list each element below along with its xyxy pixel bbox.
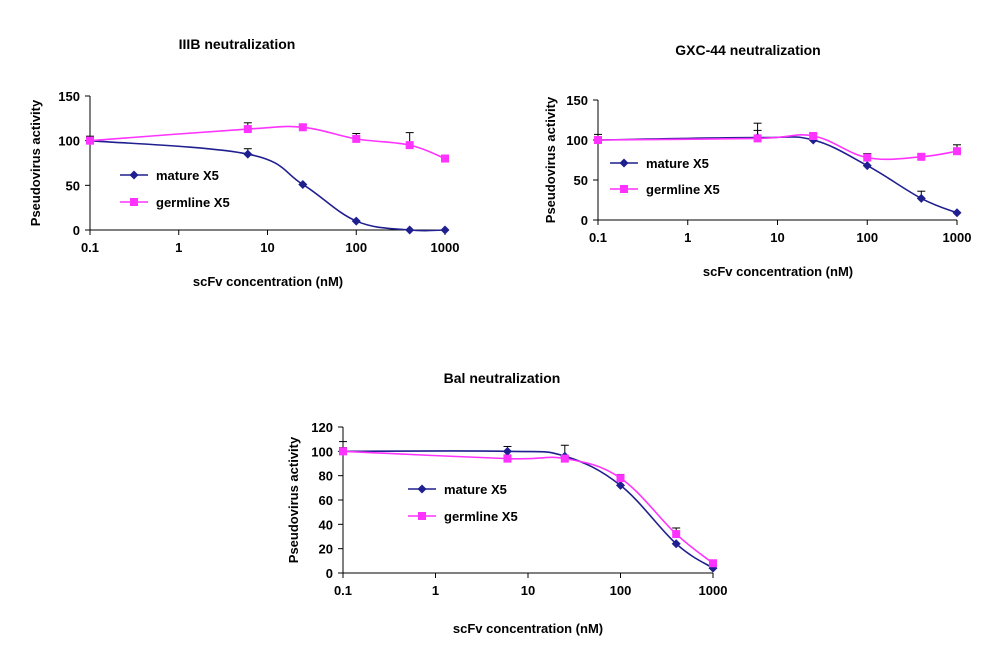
plot-area: 0 20 40 60 80 100 120 0.1 1 10 100 1000 mature X5 ger… bbox=[311, 420, 727, 598]
x-tick-label: 0.1 bbox=[589, 230, 607, 245]
data-point-mature bbox=[502, 446, 512, 456]
data-point-mature bbox=[616, 480, 625, 490]
chart-bal: Bal neutralization Pseudovirus activity … bbox=[286, 370, 727, 636]
x-tick-label: 100 bbox=[856, 230, 878, 245]
data-point-mature bbox=[952, 208, 962, 218]
data-point-germline bbox=[709, 559, 717, 568]
data-point-germline bbox=[441, 154, 449, 163]
legend-label: germline X5 bbox=[444, 509, 518, 524]
y-tick-label: 50 bbox=[66, 178, 80, 193]
data-point-germline bbox=[953, 147, 961, 156]
legend-label: germline X5 bbox=[156, 195, 230, 210]
x-tick-label: 10 bbox=[770, 230, 784, 245]
data-point-germline bbox=[753, 134, 762, 143]
series-line-germline bbox=[89, 125, 446, 160]
y-tick-label: 0 bbox=[73, 223, 80, 238]
data-point-germline bbox=[672, 530, 681, 539]
x-axis-label: scFv concentration (nM) bbox=[193, 274, 343, 289]
chart-title: Bal neutralization bbox=[444, 370, 561, 386]
x-tick-label: 1000 bbox=[943, 230, 972, 245]
y-tick-label: 60 bbox=[319, 493, 333, 508]
legend-marker bbox=[620, 185, 628, 193]
y-tick-label: 100 bbox=[311, 444, 333, 459]
y-axis-label: Pseudovirus activity bbox=[28, 99, 43, 226]
y-tick-label: 0 bbox=[326, 566, 333, 581]
y-tick-label: 100 bbox=[566, 133, 588, 148]
legend-label: germline X5 bbox=[646, 182, 720, 197]
legend-marker bbox=[417, 484, 427, 494]
data-point-germline bbox=[339, 447, 347, 456]
legend-marker bbox=[619, 158, 629, 168]
plot-area: 0 50 100 150 0.1 1 10 100 1000 mature X5 germline … bbox=[566, 93, 971, 245]
chart-iiib: IIIB neutralization Pseudovirus activity… bbox=[28, 36, 459, 289]
legend-label: mature X5 bbox=[646, 156, 709, 171]
data-point-germline bbox=[616, 474, 625, 483]
data-point-germline bbox=[863, 153, 872, 162]
legend-label: mature X5 bbox=[444, 482, 507, 497]
legend-marker bbox=[129, 170, 139, 180]
x-tick-label: 100 bbox=[345, 240, 367, 255]
series-line-germline bbox=[342, 450, 714, 564]
data-point-mature bbox=[671, 539, 681, 549]
x-tick-label: 0.1 bbox=[81, 240, 99, 255]
legend-marker bbox=[418, 512, 426, 520]
x-axis-label: scFv concentration (nM) bbox=[703, 264, 853, 279]
series-line-mature bbox=[89, 139, 446, 232]
legend-label: mature X5 bbox=[156, 168, 219, 183]
data-point-mature bbox=[298, 179, 308, 189]
y-axis-label: Pseudovirus activity bbox=[543, 96, 558, 223]
y-tick-label: 20 bbox=[319, 542, 333, 557]
series-line-mature bbox=[597, 136, 958, 214]
chart-title: GXC-44 neutralization bbox=[675, 42, 820, 58]
y-tick-label: 0 bbox=[581, 213, 588, 228]
data-point-mature bbox=[243, 149, 253, 159]
x-tick-label: 1 bbox=[175, 240, 182, 255]
data-point-germline bbox=[405, 141, 414, 150]
series-line-mature bbox=[342, 450, 714, 569]
chart-gxc44: GXC-44 neutralization Pseudovirus activi… bbox=[543, 42, 971, 279]
data-point-germline bbox=[560, 454, 569, 463]
data-point-germline bbox=[298, 123, 307, 132]
data-point-germline bbox=[809, 132, 818, 140]
x-tick-label: 0.1 bbox=[334, 583, 352, 598]
x-tick-label: 1 bbox=[432, 583, 439, 598]
data-point-mature bbox=[916, 193, 926, 203]
data-point-germline bbox=[86, 136, 94, 145]
y-tick-label: 150 bbox=[566, 93, 588, 108]
data-point-mature bbox=[862, 161, 872, 171]
chart-title: IIIB neutralization bbox=[179, 36, 296, 52]
data-point-germline bbox=[917, 152, 926, 161]
legend-marker bbox=[130, 198, 138, 206]
y-tick-label: 100 bbox=[58, 134, 80, 149]
data-point-mature bbox=[351, 216, 361, 226]
data-point-germline bbox=[594, 136, 602, 144]
x-tick-label: 10 bbox=[260, 240, 274, 255]
data-point-mature bbox=[440, 225, 450, 235]
x-tick-label: 1 bbox=[684, 230, 691, 245]
y-tick-label: 150 bbox=[58, 89, 80, 104]
y-tick-label: 40 bbox=[319, 517, 333, 532]
x-tick-label: 100 bbox=[610, 583, 632, 598]
x-axis-label: scFv concentration (nM) bbox=[453, 621, 603, 636]
plot-area: 0 50 100 150 0.1 1 10 100 1000 mature X5 germline … bbox=[58, 89, 459, 255]
y-axis-label: Pseudovirus activity bbox=[286, 436, 301, 563]
x-tick-label: 1000 bbox=[699, 583, 728, 598]
data-point-mature bbox=[405, 225, 415, 235]
data-point-germline bbox=[243, 125, 252, 134]
y-tick-label: 80 bbox=[319, 469, 333, 484]
x-tick-label: 10 bbox=[521, 583, 535, 598]
data-point-germline bbox=[503, 454, 512, 463]
y-tick-label: 50 bbox=[574, 173, 588, 188]
x-tick-label: 1000 bbox=[431, 240, 460, 255]
data-point-germline bbox=[352, 134, 361, 143]
y-tick-label: 120 bbox=[311, 420, 333, 435]
